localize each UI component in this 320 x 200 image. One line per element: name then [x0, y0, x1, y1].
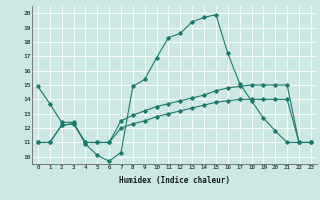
X-axis label: Humidex (Indice chaleur): Humidex (Indice chaleur)	[119, 176, 230, 185]
